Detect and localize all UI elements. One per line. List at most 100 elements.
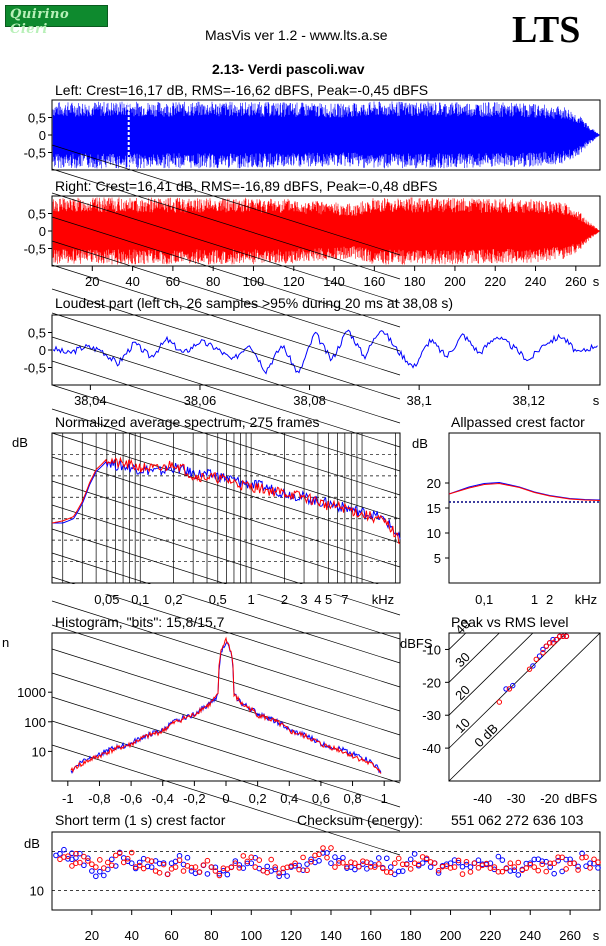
short-term-point-right xyxy=(507,860,514,867)
short-term-point-left xyxy=(531,856,538,863)
spectrum-mask-right xyxy=(401,432,449,584)
short-term-point-left xyxy=(272,866,278,873)
short-term-point-right xyxy=(527,861,534,868)
short-term-point-right xyxy=(399,861,406,868)
short-term-point-right xyxy=(124,855,131,862)
short-term-point-left xyxy=(575,863,581,870)
short-term-point-right xyxy=(459,871,466,877)
short-term-xtick-label: 160 xyxy=(360,928,382,943)
short-term-point-right xyxy=(439,863,446,870)
short-term-point-right xyxy=(160,861,167,868)
spectrum-slope-line xyxy=(51,192,401,304)
short-term-point-right xyxy=(511,864,518,870)
short-term-point-left xyxy=(515,872,522,878)
short-term-point-right xyxy=(196,869,203,875)
histogram-xtick-label: -0,8 xyxy=(88,791,110,806)
histogram-xtick-label: -0,2 xyxy=(183,791,205,806)
short-term-point-right xyxy=(320,845,326,851)
right-waveform-xtick-label: 180 xyxy=(404,274,426,289)
crest-xtick-label: 0,1 xyxy=(475,592,493,607)
short-term-point-left xyxy=(547,864,553,870)
peak-rms-point-left xyxy=(536,653,543,659)
short-term-point-right xyxy=(403,861,410,868)
spectrum-slope-line xyxy=(51,696,401,808)
short-term-point-left xyxy=(184,854,191,861)
peak-rms-xtick-label: -30 xyxy=(507,791,526,806)
spectrum-slope-line xyxy=(51,384,401,496)
short-term-point-left xyxy=(280,869,286,876)
spectrum-slope-line xyxy=(51,480,401,592)
short-term-point-right xyxy=(116,850,123,856)
short-term-point-right xyxy=(364,859,370,866)
short-term-point-right xyxy=(236,865,243,871)
short-term-point-right xyxy=(288,863,294,869)
short-term-point-left xyxy=(459,863,466,870)
short-term-point-right xyxy=(308,858,314,865)
short-term-point-right xyxy=(551,860,557,867)
crest-ylabel: dB xyxy=(412,436,428,451)
short-term-point-right xyxy=(69,863,75,869)
peak-rms-point-right xyxy=(563,633,570,639)
spectrum-ylabel: dB xyxy=(12,435,28,450)
short-term-xtick-label: 220 xyxy=(480,928,502,943)
short-term-point-left xyxy=(352,866,358,873)
short-term-point-left xyxy=(108,856,115,863)
short-term-point-left xyxy=(383,855,390,862)
histogram-xtick-label: -0,6 xyxy=(120,791,142,806)
short-term-point-left xyxy=(475,857,482,864)
short-term-point-left xyxy=(128,860,135,867)
peak-rms-point-left xyxy=(530,663,536,669)
short-term-xtick-label: 260 xyxy=(559,928,581,943)
right-waveform-title: Right: Crest=16,41 dB, RMS=-16,89 dBFS, … xyxy=(55,178,438,194)
loudest-part-line xyxy=(52,329,598,375)
short-term-ylabel: dB xyxy=(24,836,40,851)
peak-rms-point-right xyxy=(506,686,513,692)
short-term-point-left xyxy=(399,868,406,874)
short-term-point-left xyxy=(176,852,183,859)
short-term-xtick-label: 40 xyxy=(124,928,138,943)
short-term-point-right xyxy=(188,864,195,871)
left-waveform-signal xyxy=(52,101,600,169)
app-title: MasVis ver 1.2 - www.lts.a.se xyxy=(205,27,388,43)
short-term-point-left xyxy=(232,858,239,864)
short-term-point-right xyxy=(248,854,255,861)
short-term-xtick-label: 60 xyxy=(164,928,178,943)
spectrum-slope-line xyxy=(51,288,401,400)
spectrum-slope-line xyxy=(51,144,401,256)
peak-rms-point-right xyxy=(543,643,550,649)
peak-rms-xtick-label: -20 xyxy=(540,791,559,806)
short-term-point-left xyxy=(427,864,434,870)
short-term-point-left xyxy=(411,851,418,857)
histogram-ytick-label: 1000 xyxy=(17,685,46,700)
short-term-point-right xyxy=(136,862,143,869)
short-term-point-right xyxy=(212,868,219,874)
short-term-point-right xyxy=(73,850,79,857)
short-term-point-right xyxy=(93,864,99,870)
spectrum-xtick-label: 5 xyxy=(325,592,332,607)
right-waveform-ytick-label: 0 xyxy=(39,224,46,239)
short-term-point-left xyxy=(328,860,334,867)
short-term-point-left xyxy=(57,850,63,857)
histogram-xtick-label: 0,4 xyxy=(280,791,298,806)
short-term-point-right xyxy=(383,869,390,875)
short-term-point-right xyxy=(471,860,478,867)
histogram-ylabel: n xyxy=(2,635,9,650)
loudest-part-xtick-label: 38,06 xyxy=(184,393,217,408)
spectrum-xtick-label: 3 xyxy=(300,592,307,607)
spectrum-xtick-label: 0,05 xyxy=(94,592,119,607)
peak-rms-diagonal xyxy=(448,632,500,683)
short-term-point-right xyxy=(407,866,414,872)
short-term-point-right xyxy=(567,860,573,867)
short-term-point-left xyxy=(595,865,601,871)
short-term-point-left xyxy=(89,868,95,874)
short-term-point-left xyxy=(244,860,251,867)
spectrum-slope-line xyxy=(51,576,401,688)
short-term-point-right xyxy=(559,854,565,861)
peak-rms-ylabel: dBFS xyxy=(400,636,433,651)
peak-rms-frame xyxy=(448,632,601,782)
short-term-point-right xyxy=(455,857,462,864)
peak-rms-diagonal-label: 0 dB xyxy=(471,721,501,751)
short-term-point-right xyxy=(57,856,63,863)
lts-logo: LTS xyxy=(512,9,581,51)
histogram-xtick-label: 0,8 xyxy=(344,791,362,806)
